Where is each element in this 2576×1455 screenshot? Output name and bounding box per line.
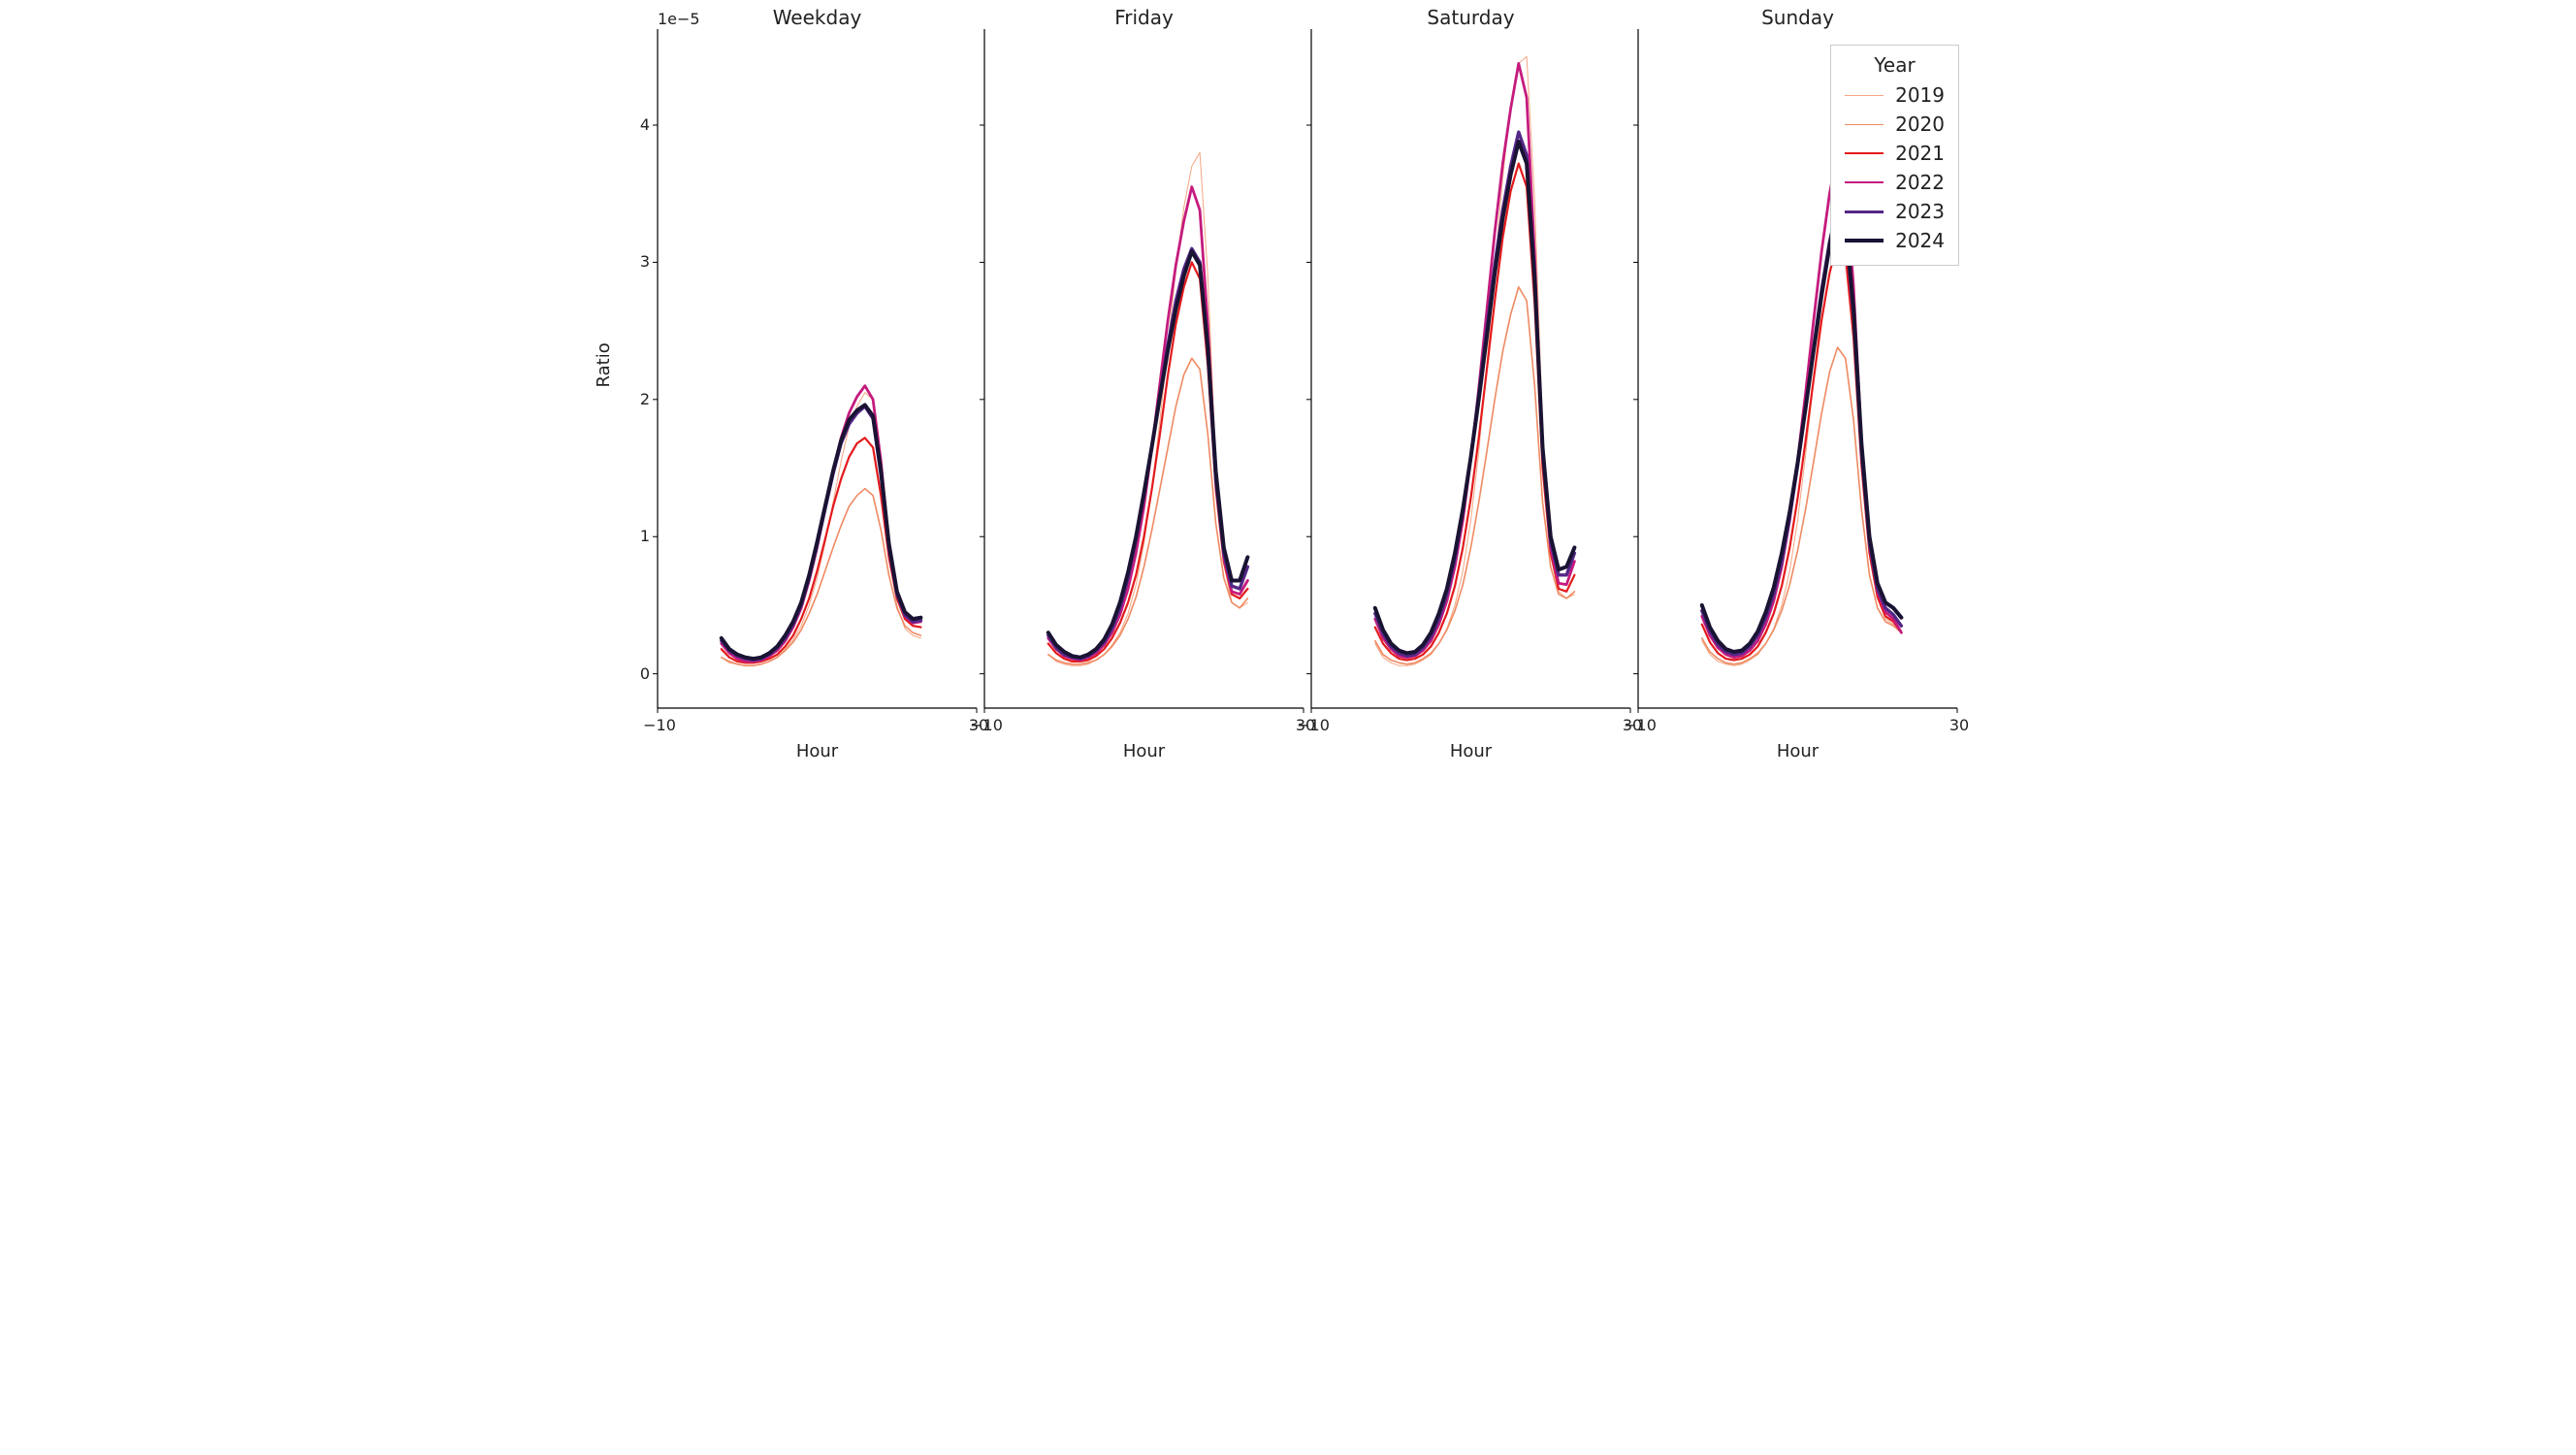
xtick-label: −10	[967, 716, 1006, 734]
panel-svg	[984, 29, 1304, 708]
xtick-label: −10	[1621, 716, 1659, 734]
series-line-2024	[1375, 142, 1575, 653]
panel-title: Saturday	[1311, 6, 1630, 29]
series-line-2020	[1702, 347, 1902, 664]
x-axis-label: Hour	[1311, 741, 1630, 761]
panel-svg	[658, 29, 977, 708]
xtick-label: −10	[1294, 716, 1333, 734]
series-line-2022	[1048, 187, 1248, 661]
series-line-2021	[1375, 164, 1575, 661]
series-line-2023	[1375, 132, 1575, 656]
legend-row-2020: 2020	[1845, 110, 1945, 139]
legend-row-2021: 2021	[1845, 139, 1945, 168]
series-line-2019	[1048, 152, 1248, 665]
x-axis-label: Hour	[1638, 741, 1957, 761]
legend-label: 2020	[1895, 113, 1945, 136]
legend-label: 2021	[1895, 142, 1945, 165]
legend: Year 2019 2020 2021 2022 2023 2024	[1830, 45, 1959, 266]
legend-label: 2019	[1895, 83, 1945, 107]
panel-title: Weekday	[658, 6, 977, 29]
panel-weekday: Weekday−103001234Hour	[658, 29, 977, 708]
series-line-2021	[1702, 242, 1902, 660]
series-line-2023	[722, 406, 921, 661]
ytick-label: 2	[630, 390, 650, 408]
plot-area: Weekday−103001234HourFriday−1030HourSatu…	[658, 29, 1957, 708]
panel-saturday: Saturday−1030Hour	[1311, 29, 1630, 708]
ytick-label: 4	[630, 115, 650, 134]
legend-row-2019: 2019	[1845, 81, 1945, 110]
series-line-2024	[722, 405, 921, 660]
x-axis-label: Hour	[658, 741, 977, 761]
legend-swatch	[1845, 152, 1884, 154]
ytick-label: 1	[630, 527, 650, 545]
series-line-2022	[1375, 63, 1575, 657]
legend-label: 2024	[1895, 229, 1945, 252]
panel-title: Friday	[984, 6, 1304, 29]
legend-row-2022: 2022	[1845, 168, 1945, 197]
legend-swatch	[1845, 95, 1884, 96]
legend-swatch	[1845, 210, 1884, 213]
legend-row-2024: 2024	[1845, 226, 1945, 255]
legend-swatch	[1845, 181, 1884, 183]
xtick-label: 30	[1940, 716, 1979, 734]
x-axis-label: Hour	[984, 741, 1304, 761]
series-line-2024	[1048, 251, 1248, 658]
panel-svg	[1311, 29, 1630, 708]
series-line-2020	[722, 489, 921, 666]
legend-row-2023: 2023	[1845, 197, 1945, 226]
figure: Ratio 1e−5 Weekday−103001234HourFriday−1…	[580, 0, 1996, 795]
series-line-2019	[1375, 56, 1575, 665]
ytick-label: 3	[630, 252, 650, 271]
y-axis-label: Ratio	[594, 342, 614, 387]
legend-title: Year	[1845, 53, 1945, 77]
panel-friday: Friday−1030Hour	[984, 29, 1304, 708]
series-line-2023	[1048, 248, 1248, 659]
panel-title: Sunday	[1638, 6, 1957, 29]
xtick-label: −10	[640, 716, 679, 734]
legend-items: 2019 2020 2021 2022 2023 2024	[1845, 81, 1945, 255]
legend-swatch	[1845, 239, 1884, 242]
ytick-label: 0	[630, 664, 650, 683]
legend-swatch	[1845, 124, 1884, 125]
legend-label: 2023	[1895, 200, 1945, 223]
legend-label: 2022	[1895, 171, 1945, 194]
